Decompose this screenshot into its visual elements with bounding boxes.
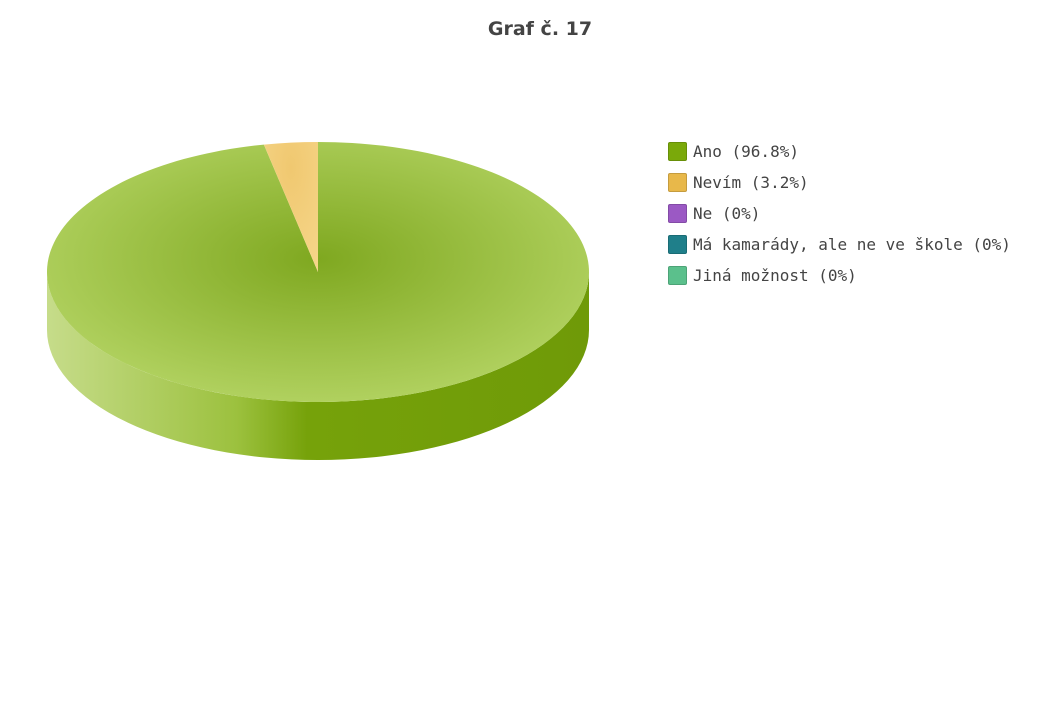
legend-swatch xyxy=(668,142,687,161)
pie-side-ano xyxy=(47,272,589,460)
legend-swatch xyxy=(668,235,687,254)
legend-item[interactable]: Nevím (3.2%) xyxy=(668,171,1048,194)
legend-label: Má kamarády, ale ne ve škole (0%) xyxy=(693,235,1011,254)
pie-slice-nev-m[interactable] xyxy=(263,142,318,272)
legend-swatch xyxy=(668,204,687,223)
pie-top-face xyxy=(47,142,590,402)
pie-slice-ano[interactable] xyxy=(47,142,590,402)
legend-label: Jiná možnost (0%) xyxy=(693,266,857,285)
legend-swatch xyxy=(668,173,687,192)
legend-item[interactable]: Má kamarády, ale ne ve škole (0%) xyxy=(668,233,1048,256)
legend-swatch xyxy=(668,266,687,285)
legend-label: Ne (0%) xyxy=(693,204,761,223)
legend-item[interactable]: Jiná možnost (0%) xyxy=(668,264,1048,287)
legend-label: Ano (96.8%) xyxy=(693,142,799,161)
legend-item[interactable]: Ano (96.8%) xyxy=(668,140,1048,163)
pie-side-band xyxy=(47,272,589,460)
legend: Ano (96.8%) Nevím (3.2%) Ne (0%) Má kamarád… xyxy=(668,140,1048,295)
legend-item[interactable]: Ne (0%) xyxy=(668,202,1048,225)
chart-title: Graf č. 17 xyxy=(487,18,593,40)
legend-label: Nevím (3.2%) xyxy=(693,173,809,192)
